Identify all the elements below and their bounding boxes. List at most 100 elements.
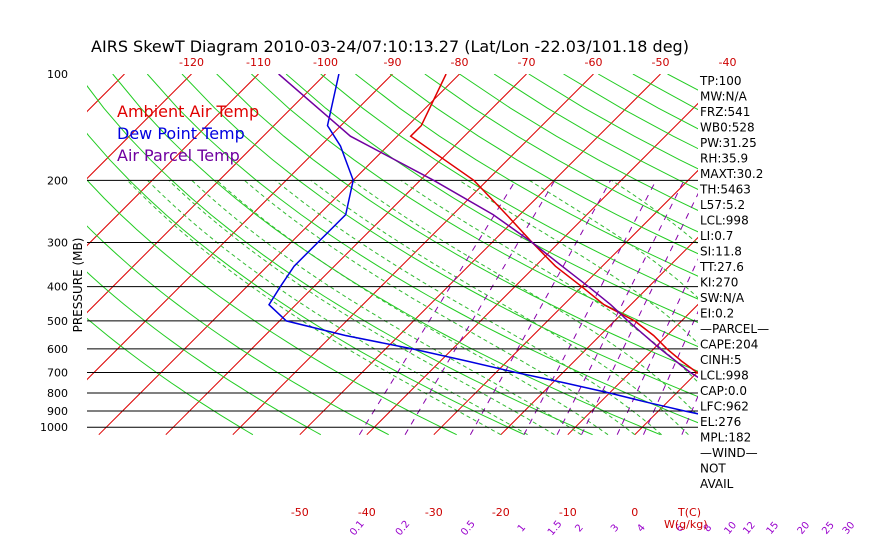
mixing-ratio-label: 1.5 [546, 519, 565, 538]
mixing-ratio-label: 6 [674, 522, 687, 534]
pressure-tick-label: 100 [47, 68, 68, 81]
index-entry: RH:35.9 [700, 152, 748, 166]
mixing-ratio-label: 4 [635, 522, 648, 534]
isotherm-line [87, 74, 259, 247]
index-entry: SW:N/A [700, 291, 745, 305]
isotherm-line [165, 74, 527, 436]
moist-adiabat-line [275, 179, 662, 436]
top-temp-tick-label: -120 [179, 56, 204, 69]
chart-title: AIRS SkewT Diagram 2010-03-24/07:10:13.2… [91, 37, 689, 56]
top-temp-tick-label: -40 [719, 56, 737, 69]
moist-adiabat-line [844, 180, 870, 434]
top-temp-tick-label: -100 [313, 56, 338, 69]
dry-adiabat-line [424, 74, 698, 233]
top-temp-tick-label: -50 [652, 56, 670, 69]
dry-adiabat-line [87, 225, 389, 436]
mixing-ratio-label: 0.1 [348, 519, 367, 538]
index-entry: AVAIL [700, 477, 734, 491]
mixing-ratio-line [831, 180, 870, 434]
index-entry: LCL:998 [700, 369, 749, 383]
dry-adiabat-line [772, 74, 870, 435]
top-temp-tick-label: -60 [585, 56, 603, 69]
mixing-ratio-label: 8 [702, 522, 715, 534]
pressure-tick-label: 700 [47, 367, 68, 380]
mixing-ratio-line [358, 180, 517, 435]
top-temp-tick-label: -70 [518, 56, 536, 69]
index-entry: MAXT:30.2 [700, 167, 763, 181]
moist-adiabat-line [127, 179, 502, 436]
temp-unit-label: T(C) [677, 506, 701, 519]
pressure-tick-label: 800 [47, 387, 68, 400]
isotherm-line [87, 74, 326, 314]
dry-adiabat-line [87, 317, 254, 436]
pressure-tick-label: 400 [47, 281, 68, 294]
moist-adiabat-line [168, 179, 555, 436]
moist-adiabat-line [216, 179, 609, 436]
dry-adiabat-line [355, 74, 698, 277]
moist-adiabat-line [529, 179, 698, 299]
bottom-temp-tick-label: -10 [559, 506, 577, 519]
index-entry: EL:276 [700, 415, 741, 429]
index-entry: CAPE:204 [700, 338, 758, 352]
index-entry: SI:11.8 [700, 245, 742, 259]
bottom-temp-tick-label: -30 [425, 506, 443, 519]
index-entry: TH:5463 [699, 183, 751, 197]
dry-adiabat-line [251, 74, 698, 348]
mixing-ratio-label: 12 [741, 520, 758, 537]
profile-series [268, 74, 698, 415]
isotherm-line [567, 303, 698, 436]
legend-entry: Dew Point Temp [117, 124, 245, 143]
isotherm-line [433, 169, 698, 436]
dry-adiabat-line [146, 74, 698, 424]
index-entry: WB0:528 [700, 121, 755, 135]
dry-adiabat-line [87, 179, 457, 436]
index-entry: CINH:5 [700, 353, 742, 367]
pressure-tick-label: 300 [47, 237, 68, 250]
index-entry: MW:N/A [700, 90, 748, 104]
isotherm-line [232, 74, 594, 436]
index-entry: FRZ:541 [700, 105, 750, 119]
moist-adiabat-line [191, 179, 582, 436]
index-entry: —WIND— [700, 446, 758, 460]
moist-adiabat-line [147, 179, 528, 436]
isotherm-line [87, 74, 125, 113]
top-temp-tick-label: -80 [451, 56, 469, 69]
isotherm-line [0, 74, 58, 435]
dry-adiabat-line [87, 271, 322, 436]
index-entry: PW:31.25 [700, 136, 757, 150]
index-entry: —PARCEL— [700, 322, 769, 336]
bottom-temperature-axis: -50 -40 -30 -20 -10 0 [291, 506, 638, 519]
dry-adiabat-line [841, 74, 870, 435]
isotherm-line [500, 236, 698, 436]
bottom-temp-tick-label: -20 [492, 506, 510, 519]
dry-adiabat-line [320, 74, 698, 300]
moist-adiabat-line [779, 180, 870, 434]
series-line-dew-point-temp [268, 74, 698, 415]
mixing-ratio-label: 30 [841, 520, 858, 537]
pressure-tick-label: 900 [47, 405, 68, 418]
dry-adiabat-line [806, 74, 870, 435]
mixing-ratio-label: 0.2 [394, 519, 413, 538]
mixing-ratio-label: 3 [609, 522, 622, 534]
index-entry: MPL:182 [700, 431, 751, 445]
dry-adiabat-line [181, 74, 698, 398]
index-entry: NOT [700, 462, 726, 476]
dry-adiabat-line [667, 74, 698, 91]
index-entry: LI:0.7 [700, 229, 733, 243]
mixing-ratio-label: 10 [722, 520, 739, 537]
top-temperature-axis: -120 -110 -100 -90 -80 -70 -60 -50 -40 [179, 56, 736, 69]
mixing-ratio-line [469, 180, 612, 435]
mixing-ratio-labels: 0.10.20.511.52346810121520253040 [348, 519, 858, 538]
pressure-tick-label: 600 [47, 343, 68, 356]
dry-adiabat-line [87, 132, 525, 436]
legend-entry: Air Parcel Temp [117, 146, 240, 165]
legend: Ambient Air Temp Dew Point Temp Air Parcel… [117, 102, 259, 165]
index-entry: LFC:962 [700, 400, 749, 414]
mixing-ratio-label: 1 [516, 522, 529, 534]
mixing-ratio-label: 2 [573, 522, 586, 534]
series-line-air-parcel-temp [278, 74, 698, 379]
mixing-ratio-label: 20 [796, 520, 813, 537]
index-entry: L57:5.2 [700, 198, 745, 212]
mixing-ratio-line [581, 192, 698, 435]
